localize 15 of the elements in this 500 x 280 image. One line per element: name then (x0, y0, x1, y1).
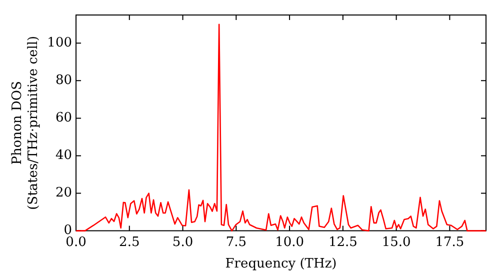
y-tick-label: 60 (55, 110, 72, 126)
y-tick-label: 40 (55, 148, 72, 164)
x-tick-label: 15.0 (382, 234, 411, 250)
y-tick-label: 100 (47, 36, 72, 51)
y-axis-title: Phonon DOS (States/THz·primitive cell) (10, 36, 41, 210)
y-tick-label: 80 (55, 73, 72, 88)
x-tick-label: 17.5 (435, 234, 464, 250)
x-tick-label: 0.0 (66, 234, 86, 250)
x-tick-label: 7.5 (226, 234, 247, 250)
y-tick-label: 20 (55, 186, 72, 201)
x-axis-title: Frequency (THz) (225, 256, 337, 272)
x-tick-label: 5.0 (172, 234, 194, 250)
x-tick-label: 2.5 (119, 234, 140, 250)
x-tick-label: 10.0 (275, 234, 304, 250)
x-tick-label: 12.5 (328, 234, 358, 250)
